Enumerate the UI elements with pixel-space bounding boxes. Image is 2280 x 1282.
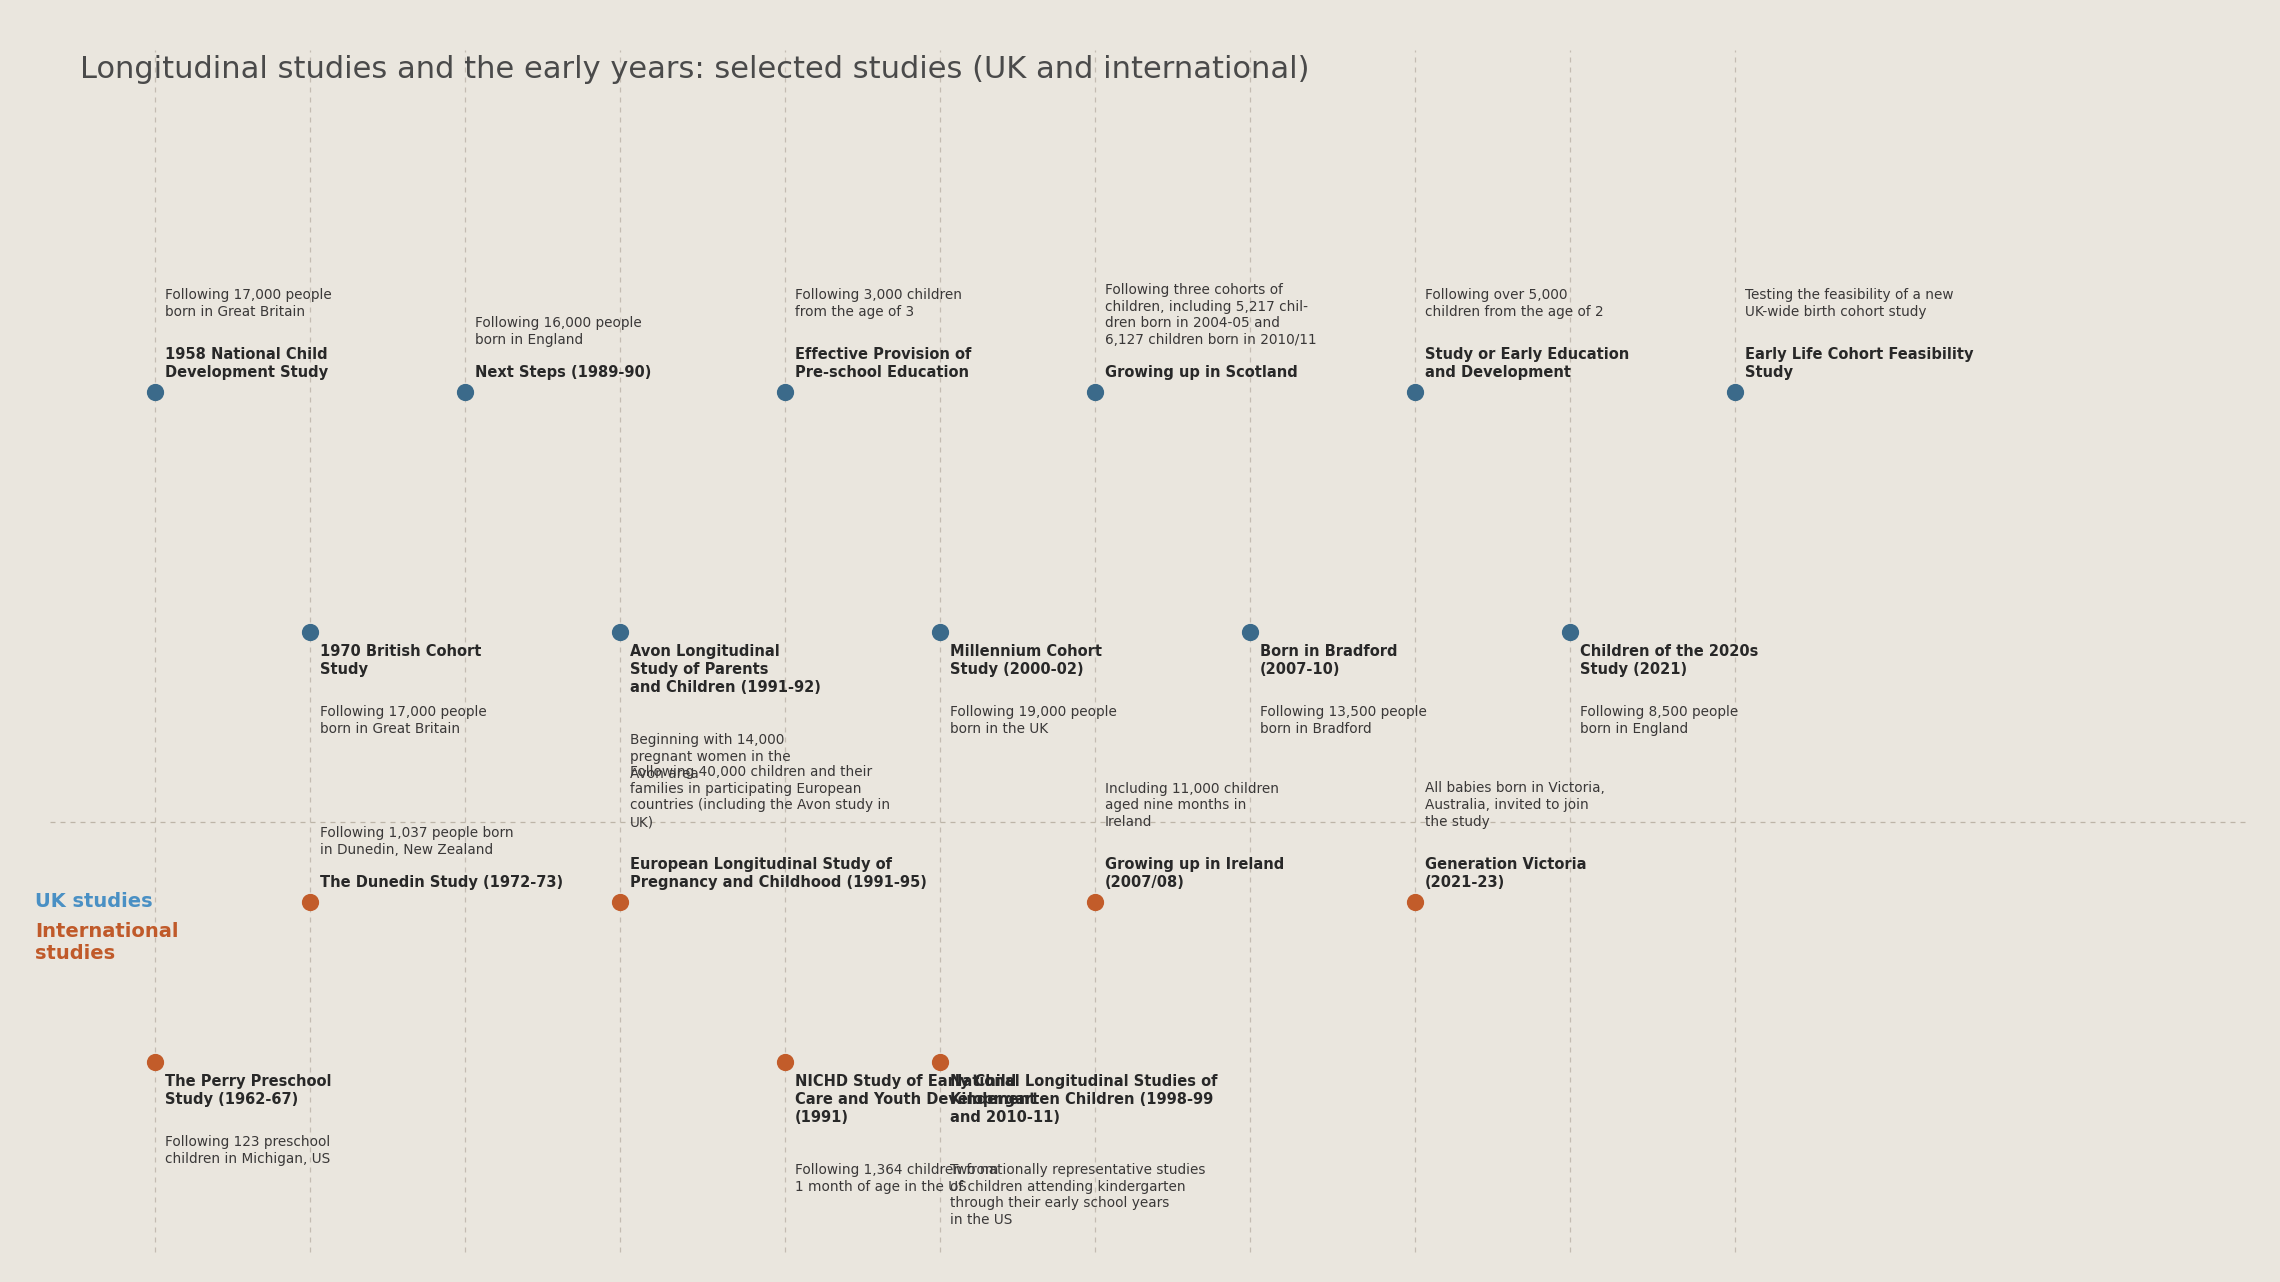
Text: The Perry Preschool
Study (1962-67): The Perry Preschool Study (1962-67) <box>164 1074 331 1106</box>
Text: Growing up in Scotland: Growing up in Scotland <box>1106 365 1297 379</box>
Point <box>766 1051 803 1072</box>
Text: UK studies: UK studies <box>34 892 153 912</box>
Point <box>1398 382 1434 403</box>
Text: Born in Bradford
(2007-10): Born in Bradford (2007-10) <box>1261 644 1398 677</box>
Point <box>1717 382 1753 403</box>
Text: Study or Early Education
and Development: Study or Early Education and Development <box>1425 347 1630 379</box>
Text: All babies born in Victoria,
Australia, invited to join
the study: All babies born in Victoria, Australia, … <box>1425 782 1605 829</box>
Point <box>137 1051 173 1072</box>
Text: The Dunedin Study (1972-73): The Dunedin Study (1972-73) <box>319 876 563 890</box>
Text: European Longitudinal Study of
Pregnancy and Childhood (1991-95): European Longitudinal Study of Pregnancy… <box>629 856 928 890</box>
Text: Including 11,000 children
aged nine months in
Ireland: Including 11,000 children aged nine mont… <box>1106 782 1279 829</box>
Text: Growing up in Ireland
(2007/08): Growing up in Ireland (2007/08) <box>1106 856 1284 890</box>
Text: Following 17,000 people
born in Great Britain: Following 17,000 people born in Great Br… <box>319 705 486 736</box>
Text: Next Steps (1989-90): Next Steps (1989-90) <box>474 365 652 379</box>
Text: NICHD Study of Early Child
Care and Youth Development
(1991): NICHD Study of Early Child Care and Yout… <box>796 1074 1035 1126</box>
Text: Longitudinal studies and the early years: selected studies (UK and international: Longitudinal studies and the early years… <box>80 55 1309 85</box>
Text: Following 16,000 people
born in England: Following 16,000 people born in England <box>474 317 641 347</box>
Point <box>1076 892 1113 913</box>
Point <box>292 622 328 642</box>
Text: International
studies: International studies <box>34 922 178 963</box>
Text: Following over 5,000
children from the age of 2: Following over 5,000 children from the a… <box>1425 288 1603 319</box>
Point <box>292 892 328 913</box>
Text: Following 13,500 people
born in Bradford: Following 13,500 people born in Bradford <box>1261 705 1427 736</box>
Text: National Longitudinal Studies of
Kindergarten Children (1998-99
and 2010-11): National Longitudinal Studies of Kinderg… <box>951 1074 1218 1126</box>
Text: Effective Provision of
Pre-school Education: Effective Provision of Pre-school Educat… <box>796 347 971 379</box>
Text: Following 19,000 people
born in the UK: Following 19,000 people born in the UK <box>951 705 1117 736</box>
Point <box>766 382 803 403</box>
Text: Following 17,000 people
born in Great Britain: Following 17,000 people born in Great Br… <box>164 288 333 319</box>
Point <box>1398 892 1434 913</box>
Text: Following 1,364 children from
1 month of age in the US: Following 1,364 children from 1 month of… <box>796 1163 999 1194</box>
Text: Following 40,000 children and their
families in participating European
countries: Following 40,000 children and their fami… <box>629 765 889 829</box>
Text: 1970 British Cohort
Study: 1970 British Cohort Study <box>319 644 481 677</box>
Text: Following 3,000 children
from the age of 3: Following 3,000 children from the age of… <box>796 288 962 319</box>
Point <box>1076 382 1113 403</box>
Text: Millennium Cohort
Study (2000-02): Millennium Cohort Study (2000-02) <box>951 644 1101 677</box>
Text: Two nationally representative studies
of children attending kindergarten
through: Two nationally representative studies of… <box>951 1163 1206 1227</box>
Text: Children of the 2020s
Study (2021): Children of the 2020s Study (2021) <box>1580 644 1758 677</box>
Point <box>602 892 638 913</box>
Text: Following 1,037 people born
in Dunedin, New Zealand: Following 1,037 people born in Dunedin, … <box>319 827 513 856</box>
Text: 1958 National Child
Development Study: 1958 National Child Development Study <box>164 347 328 379</box>
Text: Generation Victoria
(2021-23): Generation Victoria (2021-23) <box>1425 856 1587 890</box>
Point <box>1231 622 1268 642</box>
Point <box>1553 622 1589 642</box>
Point <box>137 382 173 403</box>
Text: Testing the feasibility of a new
UK-wide birth cohort study: Testing the feasibility of a new UK-wide… <box>1744 288 1954 319</box>
Text: Following 123 preschool
children in Michigan, US: Following 123 preschool children in Mich… <box>164 1135 331 1165</box>
Point <box>921 622 958 642</box>
Text: Following three cohorts of
children, including 5,217 chil-
dren born in 2004-05 : Following three cohorts of children, inc… <box>1106 283 1316 347</box>
Point <box>921 1051 958 1072</box>
Text: Following 8,500 people
born in England: Following 8,500 people born in England <box>1580 705 1737 736</box>
Point <box>602 622 638 642</box>
Text: Avon Longitudinal
Study of Parents
and Children (1991-92): Avon Longitudinal Study of Parents and C… <box>629 644 821 695</box>
Text: Early Life Cohort Feasibility
Study: Early Life Cohort Feasibility Study <box>1744 347 1974 379</box>
Text: Beginning with 14,000
pregnant women in the
Avon area: Beginning with 14,000 pregnant women in … <box>629 733 791 781</box>
Point <box>447 382 483 403</box>
